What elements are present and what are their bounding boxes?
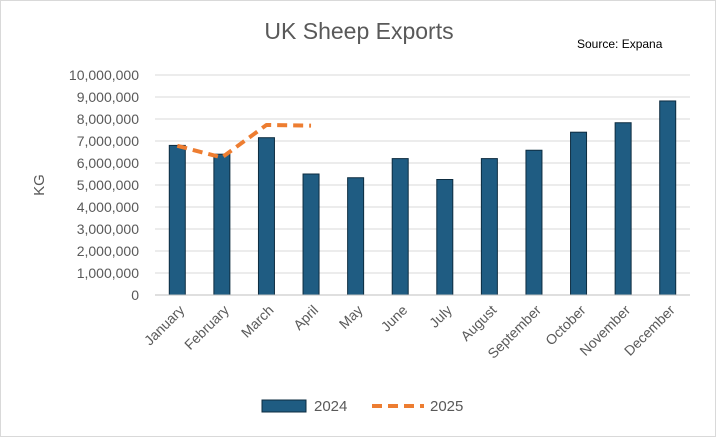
y-tick-label: 8,000,000: [77, 111, 139, 127]
y-tick-label: 5,000,000: [77, 177, 139, 193]
x-tick-label: May: [336, 302, 366, 332]
bar-2024: [570, 131, 588, 296]
y-tick-label: 4,000,000: [77, 199, 139, 215]
bar-2024: [302, 173, 320, 296]
bar-2024: [213, 153, 231, 296]
y-tick-label: 2,000,000: [77, 243, 139, 259]
y-tick-label: 9,000,000: [77, 89, 139, 105]
chart-source: Source: Expana: [577, 37, 663, 51]
x-tick-label: July: [426, 302, 455, 331]
y-tick-label: 3,000,000: [77, 221, 139, 237]
x-tick-label: June: [378, 302, 411, 335]
bar-2024: [659, 100, 677, 296]
bar-2024: [480, 158, 498, 296]
legend-label-2024: 2024: [314, 398, 347, 415]
bar-2024: [168, 144, 186, 296]
x-tick-label: February: [181, 302, 232, 353]
legend-swatch-2024: [261, 399, 307, 413]
legend-label-2025: 2025: [430, 398, 463, 415]
line-2025: [176, 122, 312, 160]
bar-2024: [347, 177, 365, 296]
x-tick-label: August: [457, 302, 499, 344]
y-tick-label: 0: [131, 287, 139, 303]
bar-2024: [614, 122, 632, 296]
bar-2024: [525, 149, 543, 296]
x-tick-label: April: [290, 302, 321, 333]
x-tick-label: March: [238, 302, 277, 341]
y-axis-label: KG: [31, 174, 48, 196]
y-tick-label: 7,000,000: [77, 133, 139, 149]
y-tick-label: 10,000,000: [69, 67, 139, 83]
chart-title: UK Sheep Exports: [264, 18, 454, 44]
bar-2024: [257, 137, 275, 296]
bar-2024: [436, 179, 454, 296]
bar-2024: [391, 158, 409, 296]
y-tick-label: 6,000,000: [77, 155, 139, 171]
y-tick-label: 1,000,000: [77, 265, 139, 281]
